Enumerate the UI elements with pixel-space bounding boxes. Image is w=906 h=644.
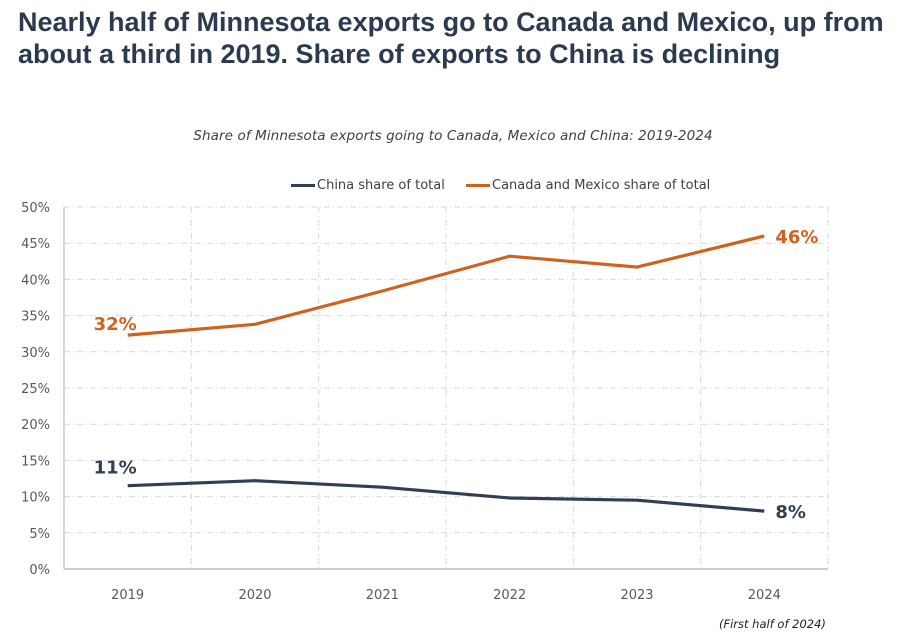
data-label: 46% bbox=[775, 227, 818, 248]
data-label: 8% bbox=[775, 502, 806, 523]
legend-item-canada-mexico: Canada and Mexico share of total bbox=[466, 178, 710, 193]
legend-label-china: China share of total bbox=[317, 178, 445, 193]
legend-swatch-canada-mexico bbox=[466, 184, 490, 187]
x-tick-label: 2020 bbox=[238, 588, 271, 603]
axes bbox=[63, 207, 828, 570]
x-tick-label: 2024 bbox=[748, 588, 781, 603]
x-tick-label: 2019 bbox=[111, 588, 144, 603]
series-line-canada-mexico bbox=[127, 234, 765, 337]
gridlines bbox=[64, 206, 829, 569]
y-tick-label: 50% bbox=[21, 201, 50, 216]
series-line-china bbox=[127, 479, 765, 513]
x-tick-label: 2022 bbox=[493, 588, 526, 603]
legend-label-canada-mexico: Canada and Mexico share of total bbox=[492, 178, 711, 193]
x-tick-label: 2021 bbox=[366, 588, 399, 603]
y-tick-label: 30% bbox=[21, 346, 50, 361]
y-tick-label: 10% bbox=[21, 491, 50, 506]
y-tick-label: 35% bbox=[21, 310, 50, 325]
y-axis-ticks: 0% 5% 10% 15% 20% 25% 30% 35% 40% 45% 50% bbox=[21, 201, 50, 578]
x-tick-label: 2023 bbox=[620, 588, 653, 603]
data-labels: 11% 8% 32% 46% bbox=[94, 227, 819, 523]
y-tick-label: 15% bbox=[21, 454, 50, 469]
y-tick-label: 5% bbox=[29, 527, 50, 542]
data-label: 11% bbox=[94, 458, 137, 479]
series bbox=[127, 234, 765, 513]
legend: China share of total Canada and Mexico s… bbox=[0, 178, 906, 198]
y-tick-label: 0% bbox=[29, 563, 50, 578]
y-tick-label: 45% bbox=[21, 237, 50, 252]
y-tick-label: 40% bbox=[21, 273, 50, 288]
chart-title: Share of Minnesota exports going to Cana… bbox=[193, 128, 713, 144]
legend-item-china: China share of total bbox=[291, 178, 445, 193]
y-tick-label: 20% bbox=[21, 418, 50, 433]
headline: Nearly half of Minnesota exports go to C… bbox=[18, 7, 884, 69]
legend-swatch-china bbox=[291, 184, 315, 187]
x-axis-ticks: 2019 2020 2021 2022 2023 2024 bbox=[111, 588, 781, 603]
x-axis-footnote: (First half of 2024) bbox=[719, 617, 826, 631]
y-tick-label: 25% bbox=[21, 382, 50, 397]
data-label: 32% bbox=[94, 314, 137, 335]
